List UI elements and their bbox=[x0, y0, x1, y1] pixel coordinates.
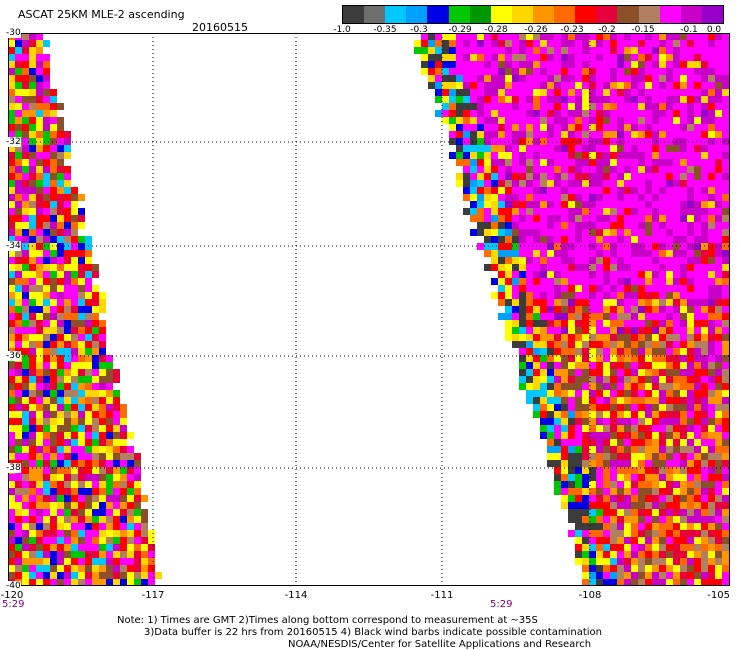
scale-swatch bbox=[427, 6, 449, 23]
scale-label: -0.23 bbox=[560, 25, 584, 35]
scale-swatch bbox=[469, 6, 491, 23]
scale-label: -0.28 bbox=[484, 25, 508, 35]
note-line-1: Note: 1) Times are GMT 2)Times along bot… bbox=[117, 615, 538, 626]
data-cells bbox=[8, 33, 730, 586]
scale-swatch bbox=[554, 6, 576, 23]
graticule bbox=[8, 33, 730, 586]
scale-swatch bbox=[511, 6, 533, 23]
note-line-3: NOAA/NESDIS/Center for Satellite Applica… bbox=[288, 639, 592, 650]
scale-swatch bbox=[406, 6, 428, 23]
scale-swatch bbox=[575, 6, 597, 23]
map-frame bbox=[8, 33, 730, 586]
lat-label: -32 bbox=[6, 137, 21, 147]
scale-swatch bbox=[638, 6, 660, 23]
scale-label: 0.0 bbox=[706, 25, 722, 35]
pass-time-left: 5:29 bbox=[2, 599, 25, 610]
scale-swatch bbox=[596, 6, 618, 23]
scale-label: -0.26 bbox=[524, 25, 548, 35]
map-title: ASCAT 25KM MLE-2 ascending bbox=[18, 8, 185, 21]
scale-label: -0.29 bbox=[448, 25, 472, 35]
lon-label: -114 bbox=[284, 590, 308, 601]
pass-time-right: 5:29 bbox=[490, 599, 513, 610]
lat-label: -30 bbox=[6, 28, 21, 38]
lon-label: -111 bbox=[430, 590, 454, 601]
lon-label: -108 bbox=[578, 590, 602, 601]
scale-label: -1.0 bbox=[333, 25, 351, 35]
lat-label: -40 bbox=[6, 581, 21, 591]
lat-label: -36 bbox=[6, 351, 21, 361]
lon-label: -105 bbox=[707, 590, 730, 601]
scale-label: -0.1 bbox=[680, 25, 698, 35]
lon-label: -120 bbox=[0, 590, 24, 601]
scale-swatch bbox=[659, 6, 681, 23]
scale-swatch bbox=[385, 6, 407, 23]
scale-swatch bbox=[701, 6, 723, 23]
scale-swatch bbox=[680, 6, 702, 23]
swath-map bbox=[8, 33, 730, 586]
lon-label: -117 bbox=[141, 590, 165, 601]
note-line-2: 3)Data buffer is 22 hrs from 20160515 4)… bbox=[144, 627, 602, 638]
scale-swatch bbox=[490, 6, 512, 23]
scale-swatch bbox=[343, 6, 365, 23]
scale-swatch bbox=[448, 6, 470, 23]
scale-swatch bbox=[617, 6, 639, 23]
scale-label: -0.3 bbox=[410, 25, 428, 35]
color-scale-bar bbox=[342, 5, 724, 24]
scale-swatch bbox=[364, 6, 386, 23]
scale-swatch bbox=[532, 6, 555, 23]
lat-label: -34 bbox=[6, 241, 21, 251]
lat-label: -38 bbox=[6, 463, 21, 473]
scale-label: -0.2 bbox=[598, 25, 616, 35]
scale-label: -0.35 bbox=[373, 25, 397, 35]
map-date: 20160515 bbox=[192, 21, 248, 34]
scale-label: -0.15 bbox=[631, 25, 655, 35]
